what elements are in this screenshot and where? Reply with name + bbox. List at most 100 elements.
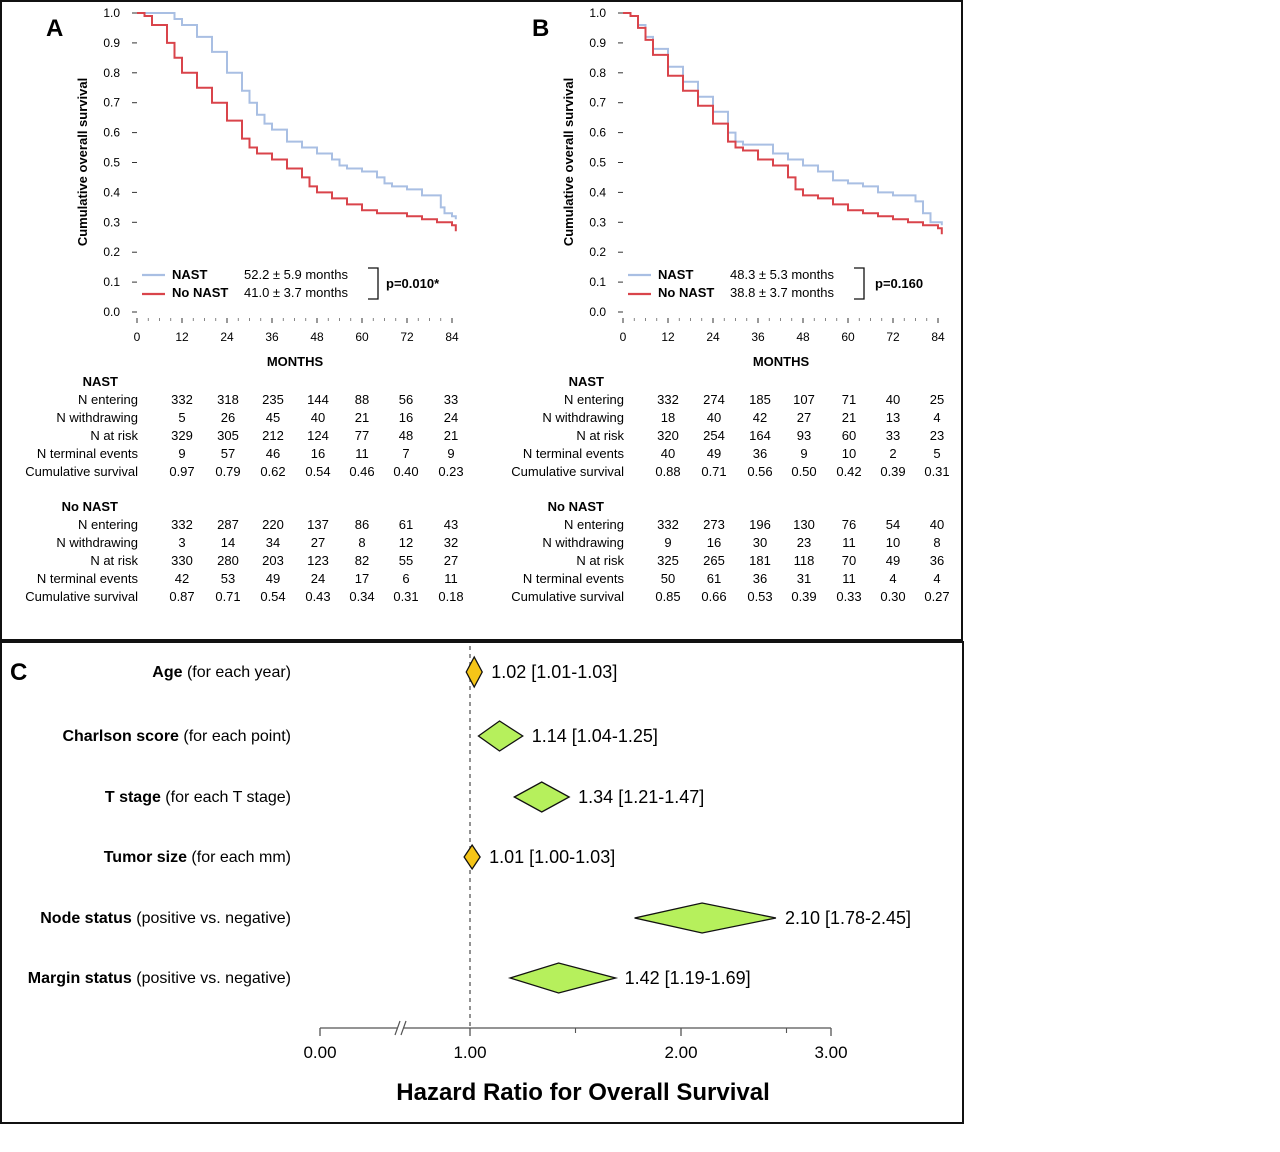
x-tick-label: 84 — [931, 330, 945, 344]
axis-break-mark — [394, 1020, 401, 1036]
risk-table-cell: 13 — [886, 410, 900, 425]
risk-table-cell: 71 — [842, 392, 856, 407]
risk-table-cell: 0.79 — [215, 464, 240, 479]
y-tick-label: 0.0 — [589, 305, 606, 319]
forest-row: Node status (positive vs. negative) 2.10 … — [40, 902, 911, 934]
risk-table-cell: 265 — [703, 553, 725, 568]
forest-row-label-detail: (positive vs. negative) — [132, 970, 291, 987]
forest-row-label-detail: (for each year) — [183, 664, 291, 681]
forest-x-axis: 0.00 1.00 2.00 3.00 — [303, 1020, 848, 1062]
risk-table-cell: 0.18 — [438, 589, 463, 604]
risk-table-cell: 203 — [262, 553, 284, 568]
y-tick-label: 0.2 — [589, 245, 606, 259]
risk-table-cell: 274 — [703, 392, 725, 407]
risk-table-cell: 3 — [178, 535, 185, 550]
risk-table-cell: 50 — [661, 571, 675, 586]
x-tick-label: 60 — [841, 330, 855, 344]
forest-row: Age (for each year) 1.02 [1.01-1.03] — [152, 655, 617, 689]
y-tick-label: 0.0 — [103, 305, 120, 319]
y-tick-label: 0.7 — [103, 96, 120, 110]
x-tick-label: 12 — [175, 330, 189, 344]
risk-table-cell: 0.39 — [791, 589, 816, 604]
risk-table-cell: 45 — [266, 410, 280, 425]
forest-diamond — [477, 720, 524, 752]
risk-table-row-label: N terminal events — [37, 446, 139, 461]
risk-table-cell: 330 — [171, 553, 193, 568]
risk-table-cell: 130 — [793, 517, 815, 532]
forest-row-label-detail: (for each mm) — [187, 849, 291, 866]
risk-table-cell: 0.97 — [169, 464, 194, 479]
risk-table-cell: 21 — [444, 428, 458, 443]
risk-table-cell: 0.85 — [655, 589, 680, 604]
forest-row-label-bold: Tumor size — [104, 849, 187, 866]
risk-table-cell: 8 — [933, 535, 940, 550]
x-tick-label: 72 — [886, 330, 900, 344]
risk-table-cell: 10 — [886, 535, 900, 550]
legend-stat-no-nast: 41.0 ± 3.7 months — [244, 285, 348, 300]
risk-table-cell: 9 — [447, 446, 454, 461]
risk-table-cell: 9 — [664, 535, 671, 550]
risk-table-cell: 220 — [262, 517, 284, 532]
risk-table-cell: 16 — [311, 446, 325, 461]
risk-table-cell: 0.42 — [836, 464, 861, 479]
risk-table-cell: 0.71 — [701, 464, 726, 479]
risk-table-cell: 5 — [933, 446, 940, 461]
risk-table-cell: 93 — [797, 428, 811, 443]
risk-table-cell: 61 — [707, 571, 721, 586]
risk-table-cell: 185 — [749, 392, 771, 407]
risk-table-cell: 118 — [794, 553, 815, 568]
legend: NAST 48.3 ± 5.3 months No NAST 38.8 ± 3.… — [628, 267, 923, 300]
risk-table-row-label: N entering — [564, 392, 624, 407]
risk-table-cell: 0.53 — [747, 589, 772, 604]
x-tick-label: 48 — [310, 330, 324, 344]
risk-table-cell: 40 — [930, 517, 944, 532]
risk-table-cell: 332 — [657, 517, 679, 532]
forest-estimate-label: 2.10 [1.78-2.45] — [785, 908, 911, 928]
p-value: p=0.010* — [386, 276, 440, 291]
risk-table-cell: 23 — [930, 428, 944, 443]
y-tick-label: 0.7 — [589, 96, 606, 110]
forest-row: Margin status (positive vs. negative) 1.4… — [28, 962, 751, 994]
x-tick-label: 24 — [706, 330, 720, 344]
risk-table-cell: 32 — [444, 535, 458, 550]
risk-table-group-title: No NAST — [548, 499, 604, 514]
risk-table-cell: 0.56 — [747, 464, 772, 479]
risk-table-row-label: N terminal events — [523, 446, 625, 461]
legend-label-no-nast: No NAST — [658, 285, 714, 300]
panel-letter-a: A — [46, 15, 63, 42]
risk-table-row-label: N withdrawing — [542, 410, 624, 425]
forest-row-label-detail: (for each T stage) — [161, 789, 291, 806]
forest-row-label-bold: Charlson score — [62, 728, 179, 745]
forest-row-label-bold: Margin status — [28, 970, 132, 987]
risk-table-row-label: Cumulative survival — [25, 589, 138, 604]
risk-table-cell: 25 — [930, 392, 944, 407]
forest-x-axis-label: Hazard Ratio for Overall Survival — [396, 1079, 769, 1106]
risk-table-cell: 212 — [262, 428, 284, 443]
risk-table-cell: 0.43 — [305, 589, 330, 604]
risk-table-cell: 0.31 — [393, 589, 418, 604]
y-tick-label: 0.4 — [589, 185, 606, 199]
risk-table-row-label: N terminal events — [37, 571, 139, 586]
y-tick-label: 0.6 — [103, 126, 120, 140]
risk-table-cell: 0.39 — [880, 464, 905, 479]
risk-table-cell: 8 — [358, 535, 365, 550]
risk-table-cell: 181 — [749, 553, 771, 568]
risk-table-cell: 40 — [886, 392, 900, 407]
risk-table-cell: 318 — [217, 392, 239, 407]
risk-table-cell: 16 — [707, 535, 721, 550]
risk-table-cell: 27 — [444, 553, 458, 568]
forest-row-label-detail: (positive vs. negative) — [132, 910, 291, 927]
risk-table-cell: 36 — [753, 571, 767, 586]
forest-row-label: Charlson score (for each point) — [62, 728, 291, 745]
risk-table-cell: 0.46 — [349, 464, 374, 479]
risk-table-cell: 76 — [842, 517, 856, 532]
risk-table-cell: 0.23 — [438, 464, 463, 479]
y-tick-label: 0.2 — [103, 245, 120, 259]
risk-table-cell: 280 — [217, 553, 239, 568]
risk-table-cell: 320 — [657, 428, 679, 443]
risk-table-cell: 9 — [800, 446, 807, 461]
forest-estimate-label: 1.34 [1.21-1.47] — [578, 787, 704, 807]
risk-table-cell: 332 — [657, 392, 679, 407]
risk-table-cell: 46 — [266, 446, 280, 461]
forest-estimate-label: 1.01 [1.00-1.03] — [489, 847, 615, 867]
